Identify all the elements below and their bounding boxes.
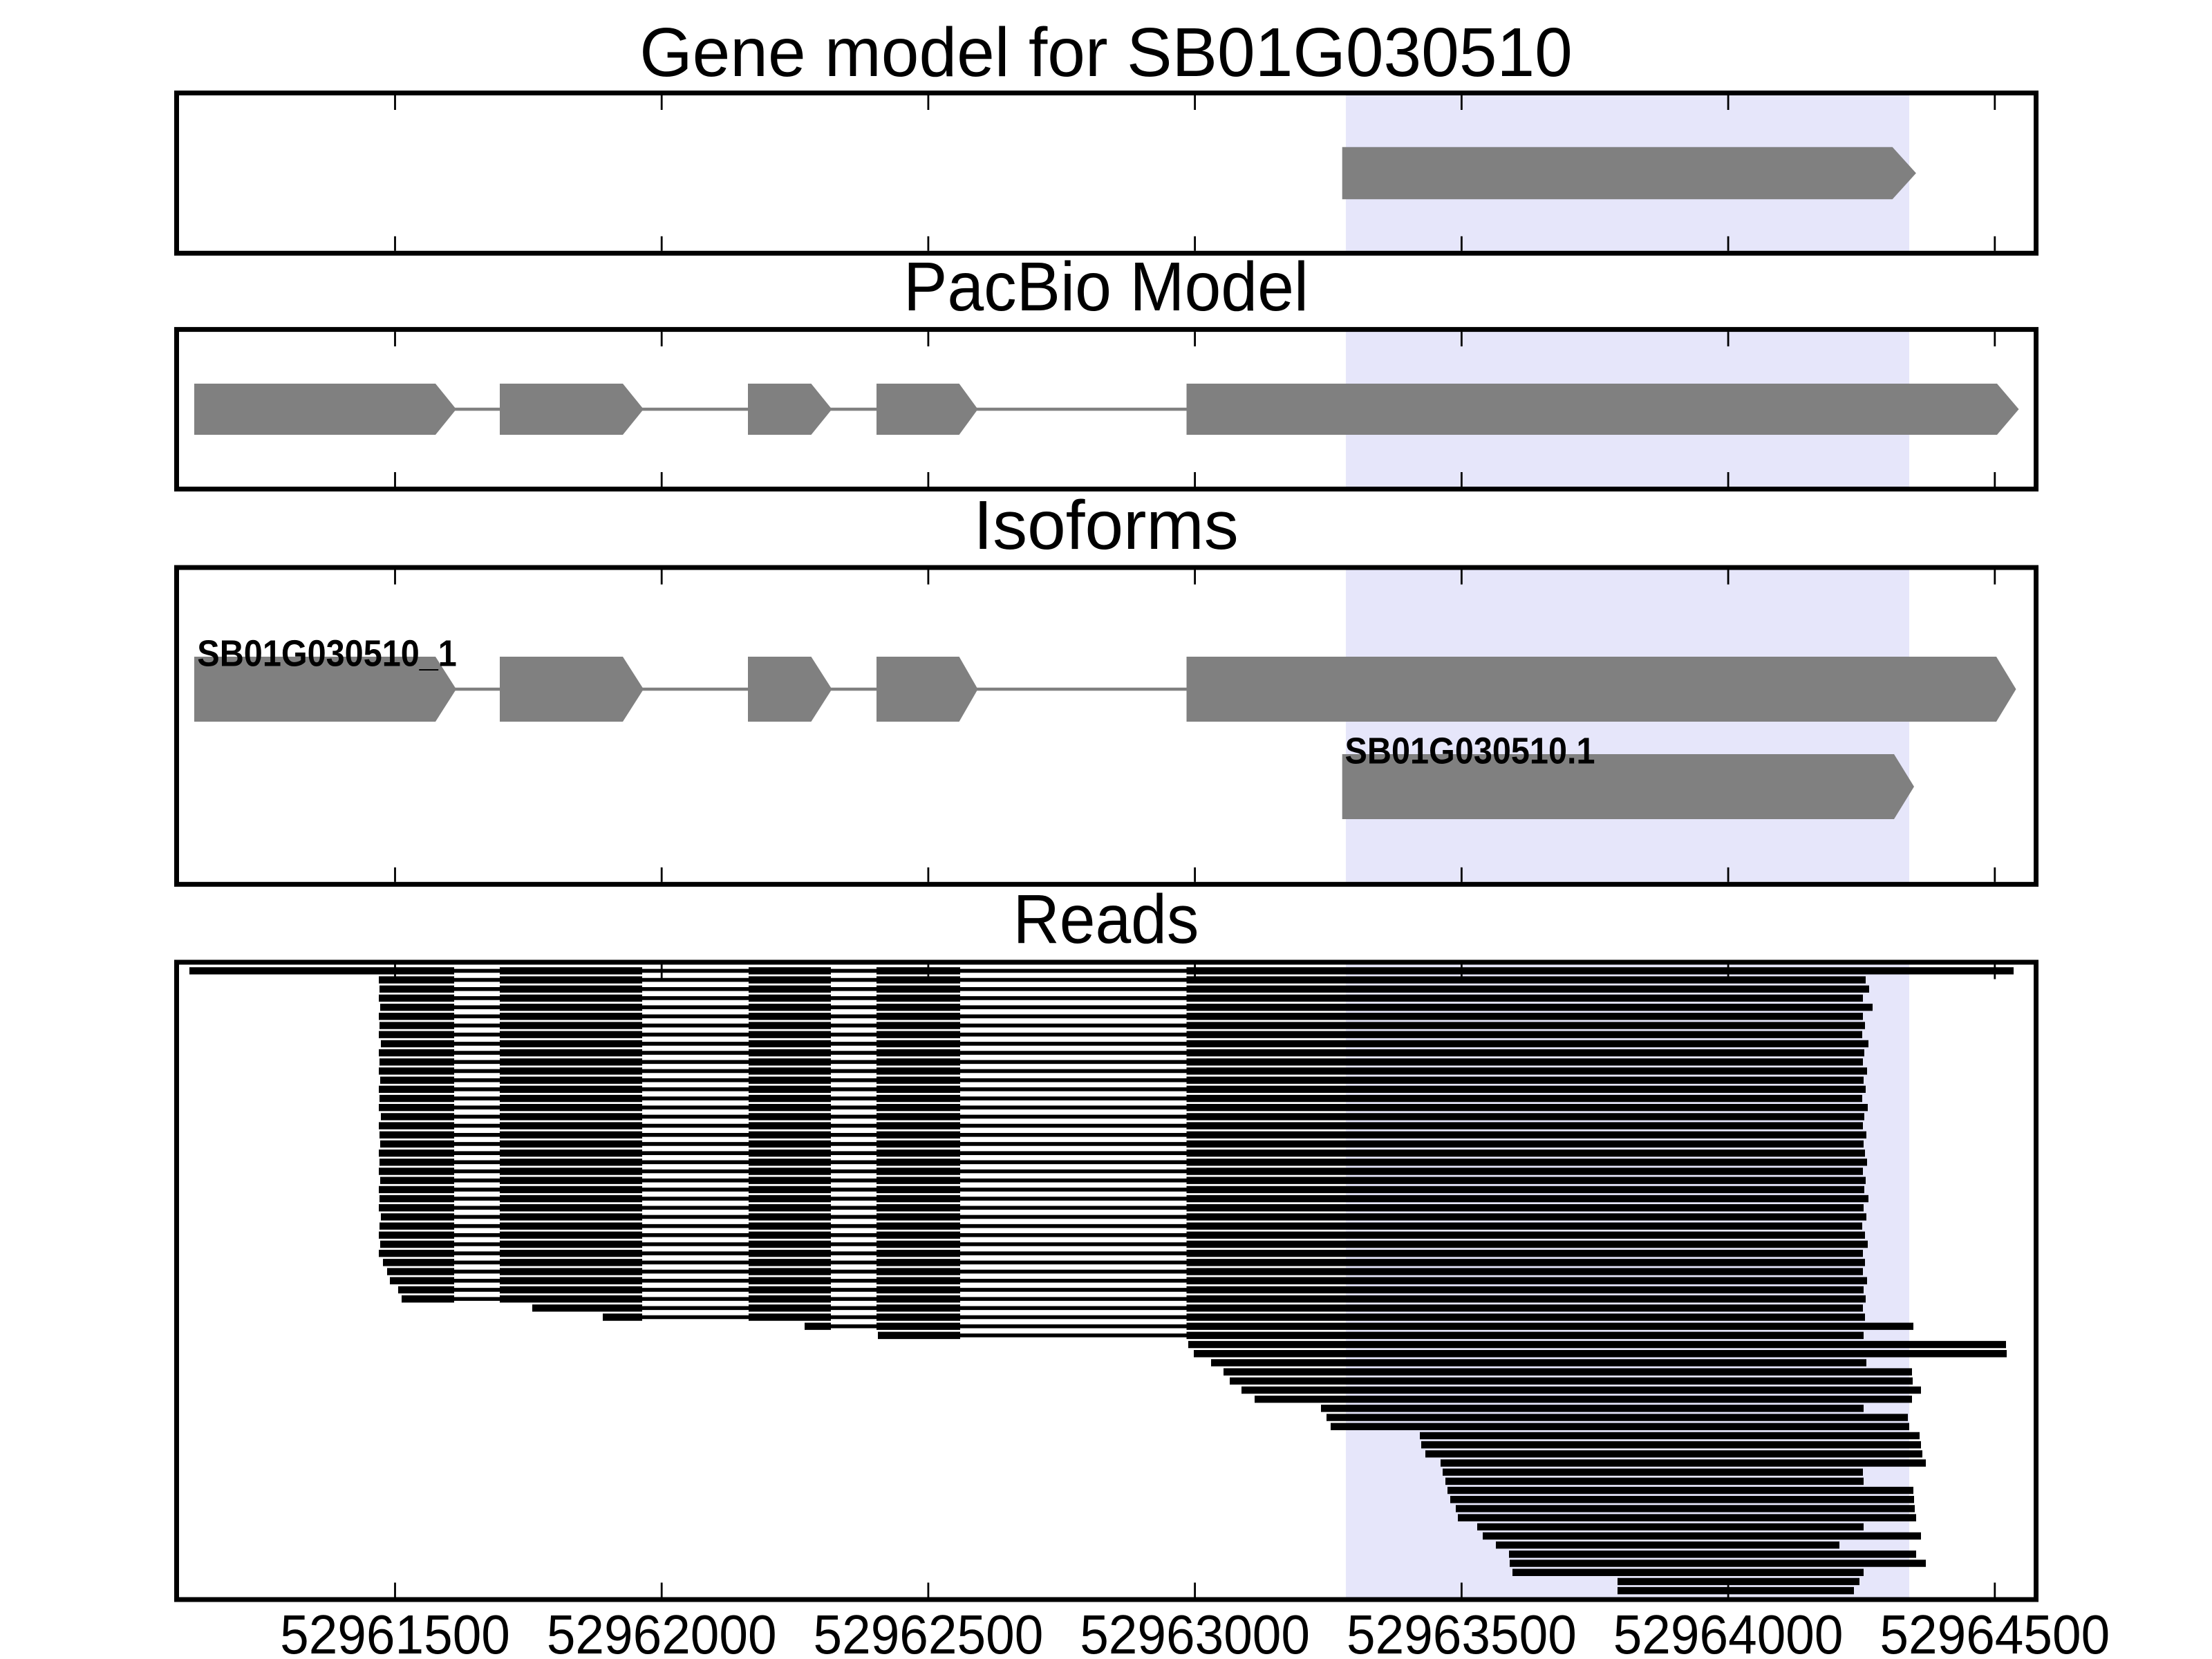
svg-text:52962000: 52962000 [547, 1604, 777, 1659]
svg-text:52963500: 52963500 [1347, 1604, 1577, 1659]
svg-text:Reads: Reads [1013, 881, 1199, 958]
svg-text:Gene model for SB01G030510: Gene model for SB01G030510 [639, 14, 1573, 91]
svg-text:52964000: 52964000 [1613, 1604, 1844, 1659]
svg-text:52964500: 52964500 [1880, 1604, 2110, 1659]
svg-text:52962500: 52962500 [814, 1604, 1044, 1659]
svg-text:SB01G030510.1: SB01G030510.1 [1345, 729, 1595, 771]
svg-text:52961500: 52961500 [280, 1604, 510, 1659]
svg-text:Isoforms: Isoforms [973, 487, 1238, 564]
svg-text:PacBio Model: PacBio Model [903, 248, 1309, 326]
svg-text:SB01G030510_1: SB01G030510_1 [197, 632, 457, 674]
svg-text:52963000: 52963000 [1080, 1604, 1310, 1659]
